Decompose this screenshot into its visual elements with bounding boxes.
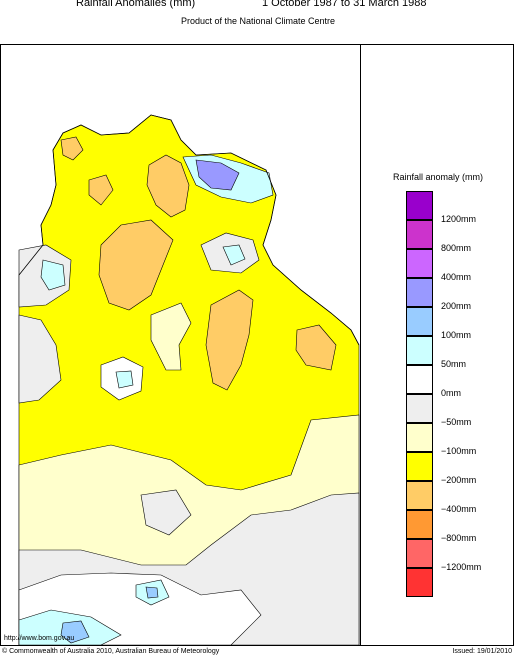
legend-label: 0mm bbox=[441, 388, 461, 398]
region-wet-north-east-core bbox=[195, 159, 240, 191]
legend-label: −1200mm bbox=[441, 562, 482, 572]
region-neg-100-inland bbox=[150, 302, 192, 371]
legend-swatch bbox=[406, 307, 433, 336]
legend-swatch bbox=[406, 568, 433, 597]
legend-title: Rainfall anomaly (mm) bbox=[392, 172, 484, 182]
legend-swatch bbox=[406, 336, 433, 365]
region-wet-west-coast-core bbox=[40, 259, 66, 291]
map-panel bbox=[1, 45, 361, 645]
region-wet-east-coast-core bbox=[222, 244, 246, 266]
region-neg-50-west bbox=[18, 314, 62, 404]
region-neg-50-south-central bbox=[140, 489, 192, 536]
region-neg-400-central bbox=[98, 219, 174, 311]
legend-swatch bbox=[406, 249, 433, 278]
rainfall-map bbox=[18, 114, 360, 645]
legend-label: −800mm bbox=[441, 533, 477, 543]
legend-label: −200mm bbox=[441, 475, 477, 485]
legend-swatch bbox=[406, 452, 433, 481]
legend-label: 400mm bbox=[441, 272, 472, 282]
date-range: 1 October 1987 to 31 March 1988 bbox=[262, 0, 427, 9]
region-wet-central-core bbox=[115, 370, 134, 389]
legend-swatch bbox=[406, 220, 433, 249]
legend-swatch bbox=[406, 539, 433, 568]
legend-swatch bbox=[406, 191, 433, 220]
region-neg-400-far-east bbox=[295, 324, 337, 371]
legend-label: −50mm bbox=[441, 417, 472, 427]
legend-swatch bbox=[406, 365, 433, 394]
legend-swatch bbox=[406, 278, 433, 307]
region-neg-400-east bbox=[205, 289, 254, 391]
legend-swatch bbox=[406, 481, 433, 510]
legend-label: 100mm bbox=[441, 330, 472, 340]
region-neg-200-west bbox=[88, 174, 114, 206]
region-neg-400-arnhem bbox=[146, 154, 190, 218]
region-wet-south-central-core bbox=[145, 586, 159, 599]
legend-swatch bbox=[406, 394, 433, 423]
legend-label: −400mm bbox=[441, 504, 477, 514]
region-wet-south-west-core bbox=[60, 620, 90, 644]
footer-issued: Issued: 19/01/2010 bbox=[452, 648, 512, 655]
footer-copyright: © Commonwealth of Australia 2010, Austra… bbox=[2, 648, 220, 655]
legend-label: 50mm bbox=[441, 359, 467, 369]
region-neg-400-north-west bbox=[60, 136, 84, 161]
map-subtitle: Product of the National Climate Centre bbox=[180, 16, 336, 26]
map-title: Rainfall Anomalies (mm) bbox=[76, 0, 196, 9]
coastline bbox=[18, 114, 360, 346]
legend-label: 1200mm bbox=[441, 214, 477, 224]
map-frame bbox=[0, 44, 514, 646]
legend-swatch bbox=[406, 510, 433, 539]
legend-label: −100mm bbox=[441, 446, 477, 456]
footer-url[interactable]: http://www.bom.gov.au bbox=[4, 635, 75, 642]
legend-label: 800mm bbox=[441, 243, 472, 253]
legend-label: 200mm bbox=[441, 301, 472, 311]
title-row: Rainfall Anomalies (mm) 1 October 1987 t… bbox=[0, 0, 516, 12]
legend-swatch bbox=[406, 423, 433, 452]
